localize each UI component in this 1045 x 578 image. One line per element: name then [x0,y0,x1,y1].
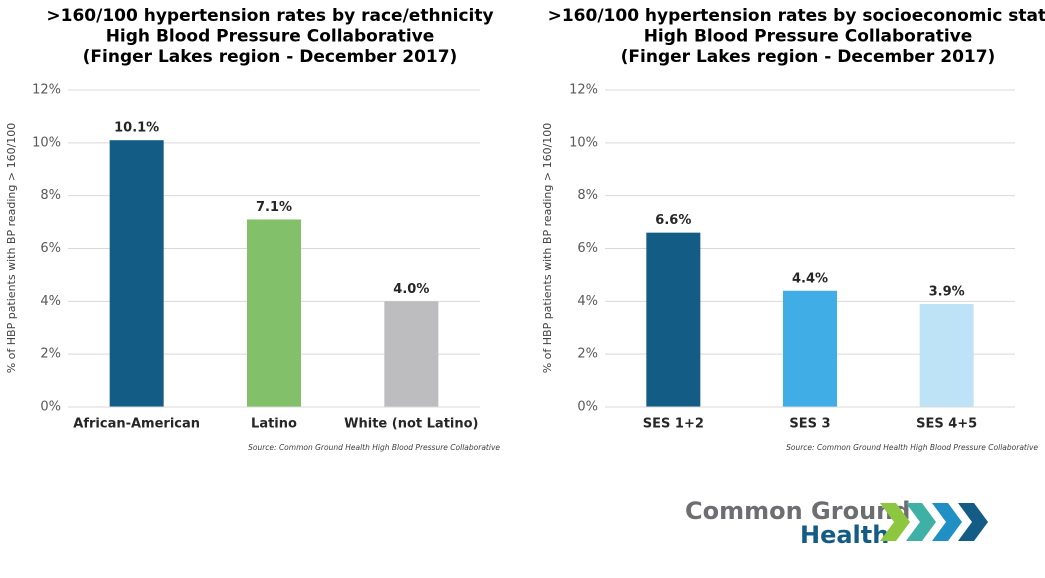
bar [109,140,164,408]
source-note: Source: Common Ground Health High Blood … [786,443,1038,452]
value-label: 10.1% [114,121,159,136]
y-tick-label: 6% [40,241,61,256]
y-tick-label: 4% [577,294,598,309]
bar [646,232,701,407]
bar [247,219,301,407]
y-tick-label: 0% [40,400,61,415]
y-tick-label: 0% [577,400,598,415]
bar [919,303,974,407]
y-tick-label: 8% [577,188,598,203]
x-tick-label: SES 3 [789,417,830,432]
y-tick-label: 12% [569,83,598,98]
y-axis-title: % of HBP patients with BP reading > 160/… [5,123,18,374]
y-tick-label: 2% [577,347,598,362]
x-tick-label: SES 4+5 [916,417,977,432]
chart-title: (Finger Lakes region - December 2017) [83,47,458,67]
value-label: 4.0% [393,282,429,297]
y-tick-label: 2% [40,347,61,362]
chart-title: >160/100 hypertension rates by race/ethn… [46,6,493,26]
x-tick-label: Latino [251,417,297,432]
bar [384,301,439,407]
x-tick-label: African-American [73,417,200,432]
source-note: Source: Common Ground Health High Blood … [248,443,500,452]
chart-title: High Blood Pressure Collaborative [644,27,973,47]
y-tick-label: 4% [40,294,61,309]
logo-chevrons [880,503,988,541]
y-tick-label: 6% [577,241,598,256]
value-label: 3.9% [929,284,965,299]
x-tick-label: SES 1+2 [643,417,704,432]
y-tick-label: 10% [32,135,61,150]
y-tick-label: 10% [569,135,598,150]
logo-text: Health [800,521,889,549]
y-tick-label: 8% [40,188,61,203]
y-axis-title: % of HBP patients with BP reading > 160/… [541,123,554,374]
logo-text: Common Ground [685,497,910,525]
x-tick-label: White (not Latino) [344,417,478,432]
value-label: 7.1% [256,200,292,215]
bar [783,290,837,407]
y-tick-label: 12% [32,83,61,98]
chart-title: >160/100 hypertension rates by socioecon… [548,6,1045,26]
value-label: 4.4% [792,271,828,286]
value-label: 6.6% [655,213,691,228]
chart-title: (Finger Lakes region - December 2017) [621,47,996,67]
chart-title: High Blood Pressure Collaborative [106,27,435,47]
